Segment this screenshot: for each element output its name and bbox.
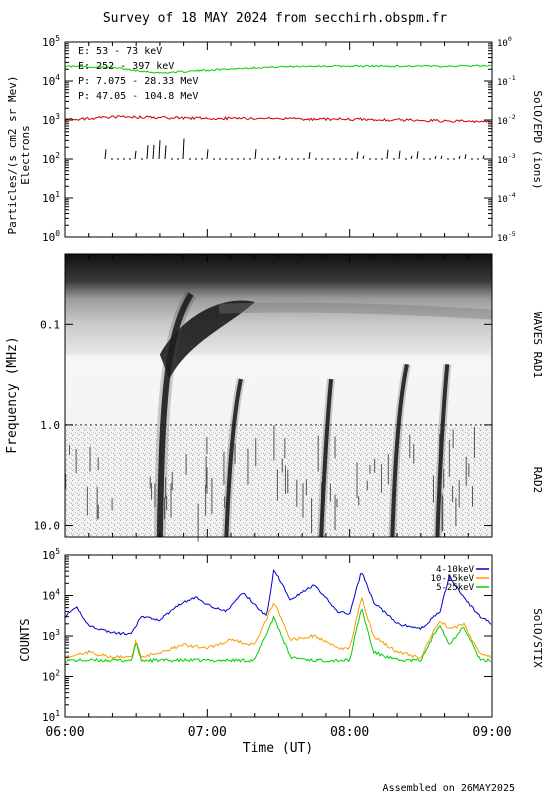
y-axis-label: Frequency (MHz) xyxy=(5,336,20,453)
proton-spike xyxy=(362,155,365,160)
y-tick-label: 100 xyxy=(42,229,60,244)
y-axis-label-electrons: Electrons xyxy=(19,125,32,185)
y-tick-label: 10.0 xyxy=(34,520,61,533)
burst-blob xyxy=(159,300,255,380)
y-tick-label: 0.1 xyxy=(40,318,60,331)
proton-spike xyxy=(482,155,485,160)
proton-spike xyxy=(410,155,413,160)
legend-entry: E: 53 - 73 keV xyxy=(78,46,162,57)
type3-burst xyxy=(319,378,334,538)
y-tick-label: 105 xyxy=(42,547,60,562)
proton-spike xyxy=(104,149,107,160)
proton-spike xyxy=(164,145,167,160)
type3-burst-halo xyxy=(433,363,452,538)
proton-spike xyxy=(434,155,437,160)
x-tick-label: 08:00 xyxy=(330,725,369,740)
y-tick-label: 103 xyxy=(42,112,60,127)
legend-entry: P: 47.05 - 104.8 MeV xyxy=(78,91,198,102)
rad2-background xyxy=(65,424,492,537)
y2-tick-label: 100 xyxy=(497,35,512,49)
y-axis-label: COUNTS xyxy=(18,618,32,661)
page-title: Survey of 18 MAY 2024 from secchirh.obsp… xyxy=(103,11,448,26)
y-tick-label: 102 xyxy=(42,151,60,166)
proton-spike xyxy=(158,140,161,160)
y-tick-label: 105 xyxy=(42,34,60,49)
legend-entry: 5-25keV xyxy=(436,583,475,593)
legend-entry: E: 252 - 397 keV xyxy=(78,61,174,72)
right-label-rad1: WAVES RAD1 xyxy=(531,312,544,378)
legend-entry: 10-15keV xyxy=(431,574,475,584)
stix-series-line xyxy=(64,608,492,664)
type3-burst xyxy=(390,363,409,538)
type3-burst xyxy=(435,364,450,538)
proton-spike xyxy=(416,151,419,160)
y2-tick-label: 10-3 xyxy=(497,152,516,166)
x-tick-label: 06:00 xyxy=(45,725,84,740)
proton-spike xyxy=(152,144,155,160)
y2-tick-label: 10-1 xyxy=(497,74,516,88)
burst-tail xyxy=(218,302,493,320)
proton-spike xyxy=(398,150,401,160)
stix-series-line xyxy=(64,596,492,660)
stix-frame xyxy=(64,554,493,718)
legend-entry: 4-10keV xyxy=(436,565,475,575)
y-tick-label: 102 xyxy=(42,669,60,684)
type3-burst-halo xyxy=(317,378,336,538)
proton-spike xyxy=(146,145,149,160)
type3-burst-halo xyxy=(222,378,245,538)
right-axis-label: SolO/EPD (ions) xyxy=(531,90,544,189)
proton-spike xyxy=(206,149,209,160)
type3-burst-halo xyxy=(388,363,411,538)
electron-series-line xyxy=(64,115,492,124)
stix-series-line xyxy=(64,569,492,636)
y2-tick-label: 10-4 xyxy=(497,191,516,205)
x-tick-label: 09:00 xyxy=(472,725,511,740)
y-tick-label: 101 xyxy=(42,709,60,724)
proton-spike xyxy=(134,150,137,160)
type3-burst-halo xyxy=(153,290,197,538)
proton-spike xyxy=(386,149,389,160)
right-axis-label: SolO/STIX xyxy=(531,608,544,668)
particles-panel: E: 53 - 73 keV E: 252 - 397 keV P: 7.075 -… xyxy=(6,34,544,244)
y2-tick-label: 10-5 xyxy=(497,230,516,244)
y-tick-label: 103 xyxy=(42,628,60,643)
type3-burst xyxy=(156,292,194,538)
y-axis-label: Particles/(s cm2 sr Mev) xyxy=(6,76,19,235)
proton-spike xyxy=(464,154,467,160)
y-tick-label: 101 xyxy=(42,190,60,205)
x-axis-label: Time (UT) xyxy=(243,741,313,756)
y-tick-label: 1.0 xyxy=(40,419,60,432)
proton-spike xyxy=(308,152,311,160)
electron-series-line xyxy=(64,64,492,74)
waves-panel: 0.1 1.0 10.0 Frequency (MHz) WAVES RAD1 RAD2 xyxy=(5,253,544,542)
y2-tick-label: 10-2 xyxy=(497,113,516,127)
proton-spike xyxy=(278,155,281,160)
rad1-background xyxy=(65,254,492,425)
y-tick-label: 104 xyxy=(42,73,60,88)
proton-spike xyxy=(182,138,185,160)
proton-spike xyxy=(440,155,443,160)
proton-spike xyxy=(356,151,359,160)
legend-entry: P: 7.075 - 28.33 MeV xyxy=(78,76,198,87)
right-label-rad2: RAD2 xyxy=(531,467,544,494)
footer-assembled: Assembled on 26MAY2025 xyxy=(383,783,515,794)
proton-spike xyxy=(254,149,257,160)
type3-burst xyxy=(224,378,243,538)
proton-spike xyxy=(458,155,461,160)
x-tick-label: 07:00 xyxy=(188,725,227,740)
y-tick-label: 104 xyxy=(42,588,60,603)
